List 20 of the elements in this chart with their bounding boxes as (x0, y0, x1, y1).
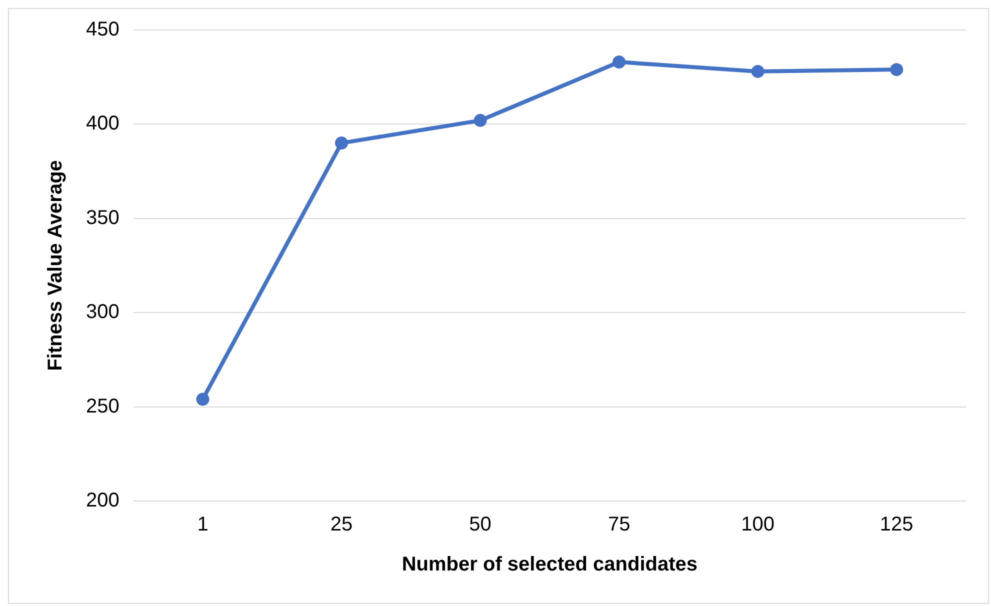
x-tick-label: 1 (197, 514, 208, 536)
point (196, 392, 210, 406)
point (335, 136, 348, 150)
x-axis-title: Number of selected candidates (402, 554, 698, 576)
x-tick-label: 100 (741, 514, 775, 536)
point (890, 63, 904, 76)
y-tick-label: 300 (86, 301, 120, 324)
x-tick-label: 125 (880, 514, 914, 536)
x-tick-label: 75 (608, 514, 630, 536)
x-tick-label: 50 (469, 514, 492, 536)
y-tick-label: 200 (86, 490, 120, 512)
y-tick-label: 450 (86, 18, 120, 41)
point (612, 56, 626, 69)
point (474, 114, 487, 127)
point (751, 64, 764, 78)
y-tick-label: 350 (86, 206, 120, 229)
y-tick-label: 400 (86, 112, 120, 135)
y-axis-title: Fitness Value Average (44, 160, 67, 371)
x-tick-label: 25 (330, 514, 353, 536)
y-tick-label: 250 (86, 395, 120, 418)
